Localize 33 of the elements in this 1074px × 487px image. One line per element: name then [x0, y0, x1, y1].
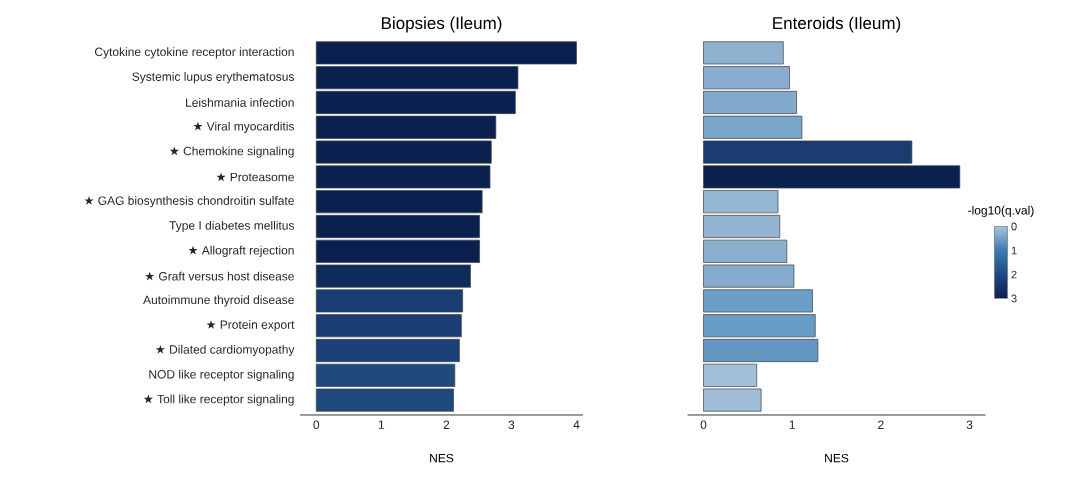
- y-tick-label: NOD like receptor signaling: [149, 369, 294, 381]
- x-tick-label: 1: [789, 420, 795, 429]
- y-tick-label: ★ Toll like receptor signaling: [143, 394, 294, 406]
- y-tick-label: Type I diabetes mellitus: [169, 220, 295, 233]
- chart-title: Biopsies (Ileum): [381, 16, 502, 33]
- chart-title: Enteroids (Ileum): [773, 16, 901, 33]
- x-tick-label: 0: [700, 420, 707, 430]
- x-tick-label: 1: [378, 420, 385, 429]
- y-tick-label: ★ Viral myocarditis: [193, 121, 295, 133]
- y-tick-label: Systemic lupus erythematosus: [132, 72, 295, 84]
- color-bar-label: 2: [1011, 270, 1017, 279]
- x-tick-label: 3: [508, 420, 515, 430]
- color-bar-title: -log10(q.val): [968, 205, 1034, 217]
- x-axis-title: NES: [430, 453, 454, 463]
- x-tick-label: 4: [573, 420, 580, 429]
- x-axis-title: NES: [825, 453, 849, 463]
- y-tick-label: ★ Protein export: [206, 320, 295, 332]
- y-tick-label: ★ Graft versus host disease: [145, 271, 294, 281]
- x-tick-label: 0: [313, 420, 320, 430]
- y-tick-label: Leishmania infection: [186, 98, 294, 107]
- y-tick-label: ★ Dilated cardiomyopathy: [155, 344, 295, 357]
- color-bar-label: 1: [1011, 246, 1017, 255]
- x-tick-label: 3: [966, 420, 973, 430]
- color-bar-label: 0: [1011, 222, 1017, 231]
- x-tick-label: 2: [878, 420, 884, 429]
- y-tick-label: ★ Proteasome: [216, 172, 294, 182]
- x-tick-label: 2: [443, 420, 450, 429]
- y-tick-label: ★ Allograft rejection: [188, 245, 294, 257]
- y-tick-label: Cytokine cytokine receptor interaction: [94, 47, 294, 59]
- y-tick-label: Autoimmune thyroid disease: [143, 295, 294, 307]
- y-tick-label: ★ GAG biosynthesis chondroitin sulfate: [84, 196, 294, 208]
- y-tick-label: ★ Chemokine signaling: [169, 146, 294, 158]
- color-bar-label: 3: [1011, 294, 1017, 303]
